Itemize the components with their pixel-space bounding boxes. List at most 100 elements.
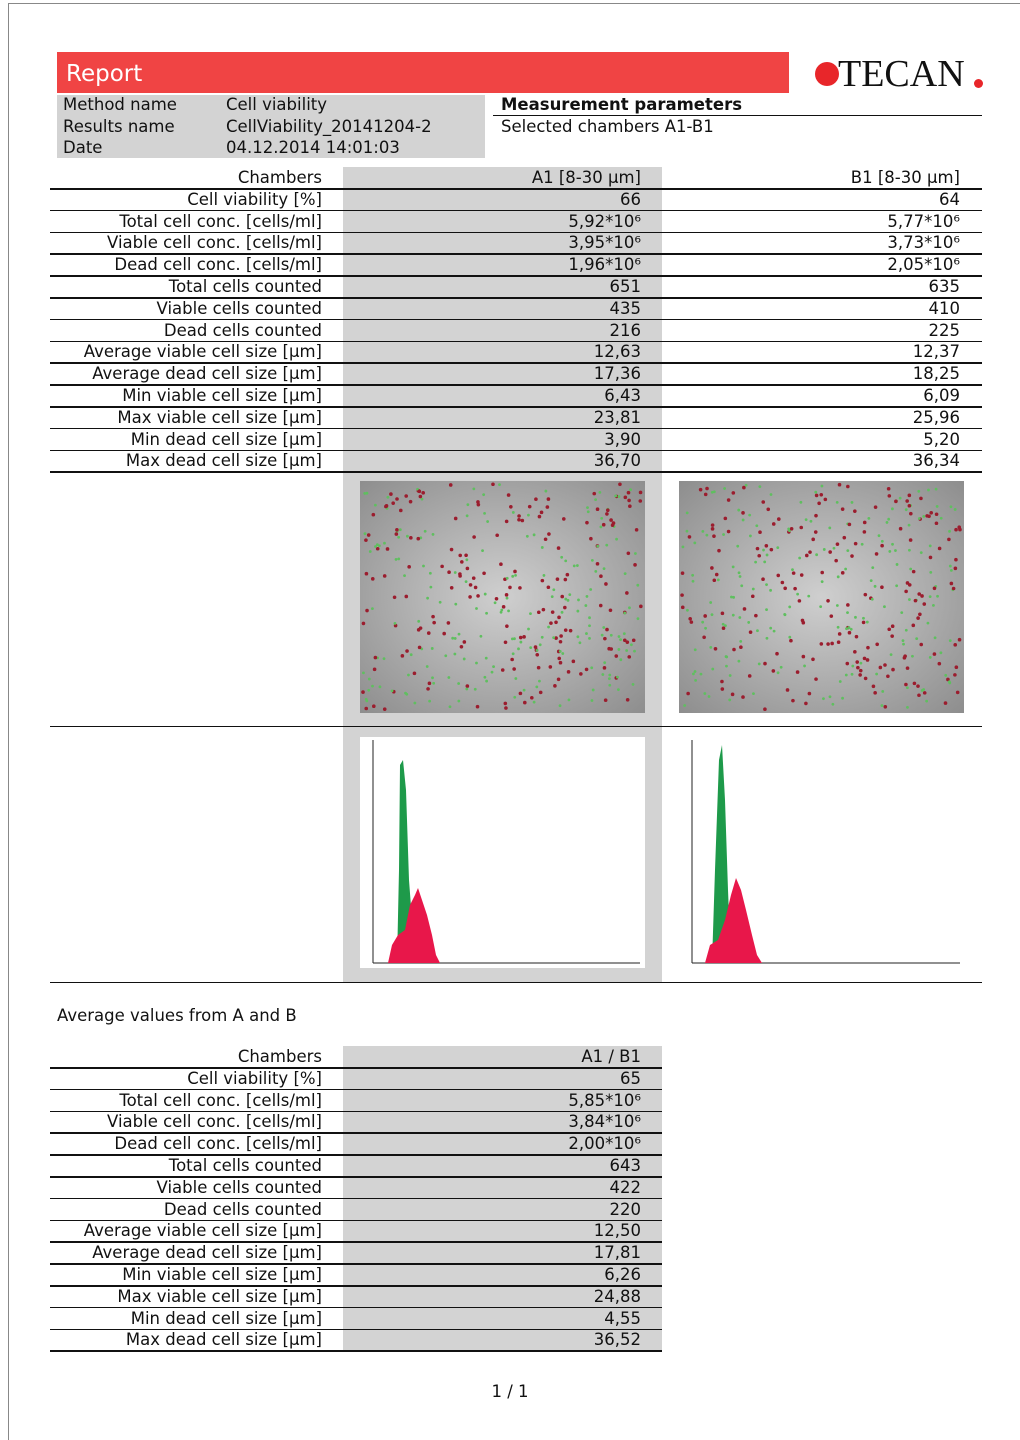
cell-dot [608, 683, 612, 687]
cell-dot [511, 652, 515, 656]
cell-dot [793, 586, 797, 591]
cell-dot [686, 691, 690, 696]
row-value: 65 [620, 1068, 641, 1088]
row-line [50, 1306, 662, 1309]
cell-dot [440, 564, 444, 569]
cell-dot [636, 617, 640, 621]
cell-dot [904, 628, 908, 632]
cell-dot [846, 611, 849, 615]
cell-dot [394, 557, 398, 561]
cell-dot [813, 530, 818, 534]
cell-dot [584, 667, 589, 672]
cell-dot [720, 611, 725, 616]
cell-dot [504, 593, 509, 597]
row-value: 25,96 [912, 407, 960, 427]
row-label: Cell viability [%] [187, 189, 322, 209]
cell-dot [375, 546, 380, 551]
cell-dot [458, 572, 462, 576]
cell-dot [559, 634, 563, 638]
logo-dot [974, 79, 983, 88]
cell-dot [811, 537, 815, 542]
cell-dot [427, 681, 432, 686]
cell-dot [895, 584, 899, 588]
cell-dot [685, 529, 689, 533]
header-value: A1 [8-30 µm] [531, 168, 641, 187]
cell-dot [873, 505, 878, 509]
cell-dot [405, 692, 409, 696]
header-label: Chambers [237, 168, 322, 187]
cell-dot [747, 621, 751, 624]
cell-dot [560, 555, 564, 559]
cell-dot [927, 488, 930, 492]
cell-dot [545, 505, 550, 509]
cell-dot [898, 496, 902, 500]
cell-dot [476, 502, 481, 507]
cell-dot [473, 687, 477, 691]
cell-dot [890, 634, 894, 638]
cell-dot [420, 497, 424, 501]
cell-dot [397, 557, 401, 561]
cell-dot [630, 643, 633, 647]
row-value: 225 [928, 320, 961, 340]
cell-dot [905, 581, 910, 585]
cell-dot [757, 662, 761, 666]
cell-dot [763, 560, 767, 564]
cell-dot [929, 570, 933, 574]
cell-dot [370, 577, 375, 581]
cell-dot [847, 630, 852, 635]
cell-dot [847, 626, 851, 629]
cell-dot [783, 613, 787, 617]
cell-dot [625, 591, 629, 595]
cell-dot [738, 575, 742, 578]
cell-dot [465, 687, 469, 691]
cell-dot [711, 667, 715, 671]
cell-dot [855, 660, 860, 664]
cell-dot [846, 549, 850, 553]
cell-dot [765, 553, 769, 557]
cell-dot [533, 645, 538, 649]
cell-dot [937, 546, 942, 551]
row-value: 651 [609, 277, 642, 296]
cell-dot [769, 493, 773, 496]
cell-dot [392, 595, 397, 600]
cell-dot [404, 594, 409, 599]
cell-dot [389, 492, 393, 496]
cell-dot [554, 620, 558, 625]
cell-dot [866, 645, 870, 650]
row-value: 6,09 [923, 386, 960, 405]
row-value: 23,81 [593, 407, 641, 427]
cell-dot [723, 516, 728, 521]
cell-dot [485, 611, 488, 615]
cell-dot [588, 624, 591, 628]
cell-dot [563, 577, 568, 582]
cell-dot [720, 687, 725, 691]
cell-dot [909, 567, 913, 571]
cell-dot [527, 513, 530, 517]
cell-dot [398, 508, 403, 513]
row-value: 66 [620, 189, 641, 209]
cell-dot [834, 558, 838, 563]
cell-dot [765, 583, 768, 587]
cell-dot [425, 665, 429, 668]
cell-dot [953, 508, 957, 511]
cell-dot [853, 541, 858, 546]
cell-dot [928, 544, 932, 548]
row-label: Total cell conc. [cells/ml] [119, 211, 322, 231]
cell-dot [754, 613, 758, 618]
cell-dot [721, 626, 726, 631]
cell-dot [540, 635, 544, 639]
cell-dot [703, 692, 707, 695]
cell-dot [835, 542, 840, 546]
cell-dot [625, 697, 630, 702]
row-label: Dead cells counted [163, 320, 322, 340]
cell-dot [563, 605, 567, 610]
cell-dot [483, 592, 487, 596]
cell-dot [909, 511, 913, 516]
cell-dot [598, 603, 603, 608]
cell-dot [453, 637, 457, 640]
cell-dot [633, 649, 636, 653]
logo-dot [815, 62, 839, 86]
cell-dot [591, 688, 595, 692]
cell-dot [511, 511, 515, 514]
cell-dot [710, 523, 715, 527]
